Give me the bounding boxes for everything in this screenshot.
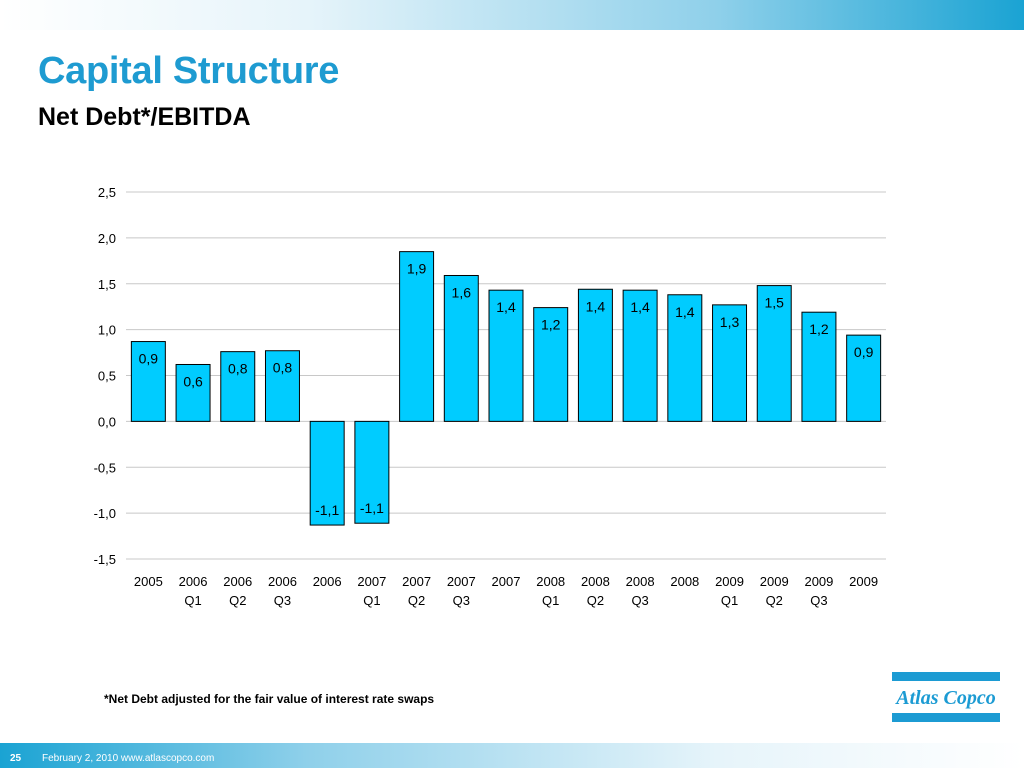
x-tick-label-year: 2006 <box>179 574 208 589</box>
data-label: 1,5 <box>765 295 785 311</box>
bar <box>712 304 748 422</box>
y-tick-label: -1,5 <box>94 552 116 567</box>
bar <box>577 288 613 422</box>
footer-date-url: February 2, 2010 www.atlascopco.com <box>42 753 215 764</box>
x-tick-label-year: 2006 <box>223 574 252 589</box>
y-tick-label: 0,5 <box>98 369 116 384</box>
x-tick-label-year: 2009 <box>804 574 833 589</box>
bottom-gradient-bar <box>0 743 1024 768</box>
y-tick-label: 1,5 <box>98 277 116 292</box>
x-tick-label-year: 2006 <box>313 574 342 589</box>
x-tick-label-year: 2007 <box>492 574 521 589</box>
data-label: 1,2 <box>809 321 829 337</box>
x-tick-label-quarter: Q1 <box>184 593 201 608</box>
data-label: -1,1 <box>360 500 384 516</box>
x-tick-label-quarter: Q2 <box>587 593 604 608</box>
data-label: 0,8 <box>228 361 248 377</box>
footnote: *Net Debt adjusted for the fair value of… <box>104 692 435 706</box>
data-label: 1,4 <box>675 304 695 320</box>
bar <box>756 285 792 422</box>
bar <box>801 311 837 422</box>
x-tick-label-year: 2007 <box>447 574 476 589</box>
data-label: -1,1 <box>315 502 339 518</box>
y-tick-label: 2,0 <box>98 231 116 246</box>
x-tick-label-quarter: Q2 <box>766 593 783 608</box>
bar <box>622 289 658 422</box>
x-tick-label-quarter: Q1 <box>363 593 380 608</box>
data-label: 1,6 <box>452 284 472 300</box>
bar <box>130 341 166 422</box>
y-tick-label: 0,0 <box>98 414 116 429</box>
x-tick-label-quarter: Q2 <box>229 593 246 608</box>
y-tick-label: -0,5 <box>94 460 116 475</box>
y-tick-label: 2,5 <box>98 185 116 200</box>
x-tick-label-quarter: Q3 <box>453 593 470 608</box>
x-tick-label-quarter: Q1 <box>542 593 559 608</box>
bar <box>443 274 479 422</box>
x-tick-label-quarter: Q2 <box>408 593 425 608</box>
data-label: 1,9 <box>407 261 427 277</box>
x-tick-label-year: 2007 <box>402 574 431 589</box>
x-tick-label-quarter: Q3 <box>810 593 827 608</box>
y-tick-label: -1,0 <box>94 506 116 521</box>
x-tick-label-quarter: Q1 <box>721 593 738 608</box>
x-tick-label-year: 2009 <box>849 574 878 589</box>
data-label: 1,4 <box>586 298 606 314</box>
x-tick-label-year: 2008 <box>670 574 699 589</box>
bar <box>488 289 524 422</box>
atlas-copco-logo: Atlas Copco <box>892 672 1000 722</box>
x-tick-label-year: 2008 <box>536 574 565 589</box>
x-tick-label-quarter: Q3 <box>274 593 291 608</box>
bar <box>846 334 882 422</box>
data-label: 0,6 <box>183 373 203 389</box>
x-tick-label-year: 2009 <box>715 574 744 589</box>
x-tick-label-year: 2009 <box>760 574 789 589</box>
data-label: 1,2 <box>541 317 561 333</box>
bar <box>175 363 211 422</box>
bar <box>264 350 300 422</box>
bar <box>399 251 435 422</box>
bar <box>354 420 390 524</box>
data-label: 1,3 <box>720 314 740 330</box>
x-tick-label-year: 2008 <box>581 574 610 589</box>
bar <box>667 294 703 422</box>
data-label: 0,9 <box>139 351 159 367</box>
x-tick-label-year: 2007 <box>357 574 386 589</box>
logo-wordmark: Atlas Copco <box>894 687 995 709</box>
bar <box>533 307 569 422</box>
bar <box>220 351 256 422</box>
x-tick-label-year: 2006 <box>268 574 297 589</box>
x-tick-label-year: 2005 <box>134 574 163 589</box>
data-label: 0,8 <box>273 360 293 376</box>
data-label: 0,9 <box>854 344 874 360</box>
top-gradient-bar <box>0 0 1024 30</box>
data-label: 1,4 <box>630 299 650 315</box>
y-tick-label: 1,0 <box>98 323 116 338</box>
x-tick-label-year: 2008 <box>626 574 655 589</box>
bar <box>309 420 345 526</box>
slide-title: Capital Structure <box>38 50 340 92</box>
data-label: 1,4 <box>496 299 516 315</box>
page-number: 25 <box>10 753 22 764</box>
slide-subtitle: Net Debt*/EBITDA <box>38 103 251 131</box>
x-tick-label-quarter: Q3 <box>631 593 648 608</box>
